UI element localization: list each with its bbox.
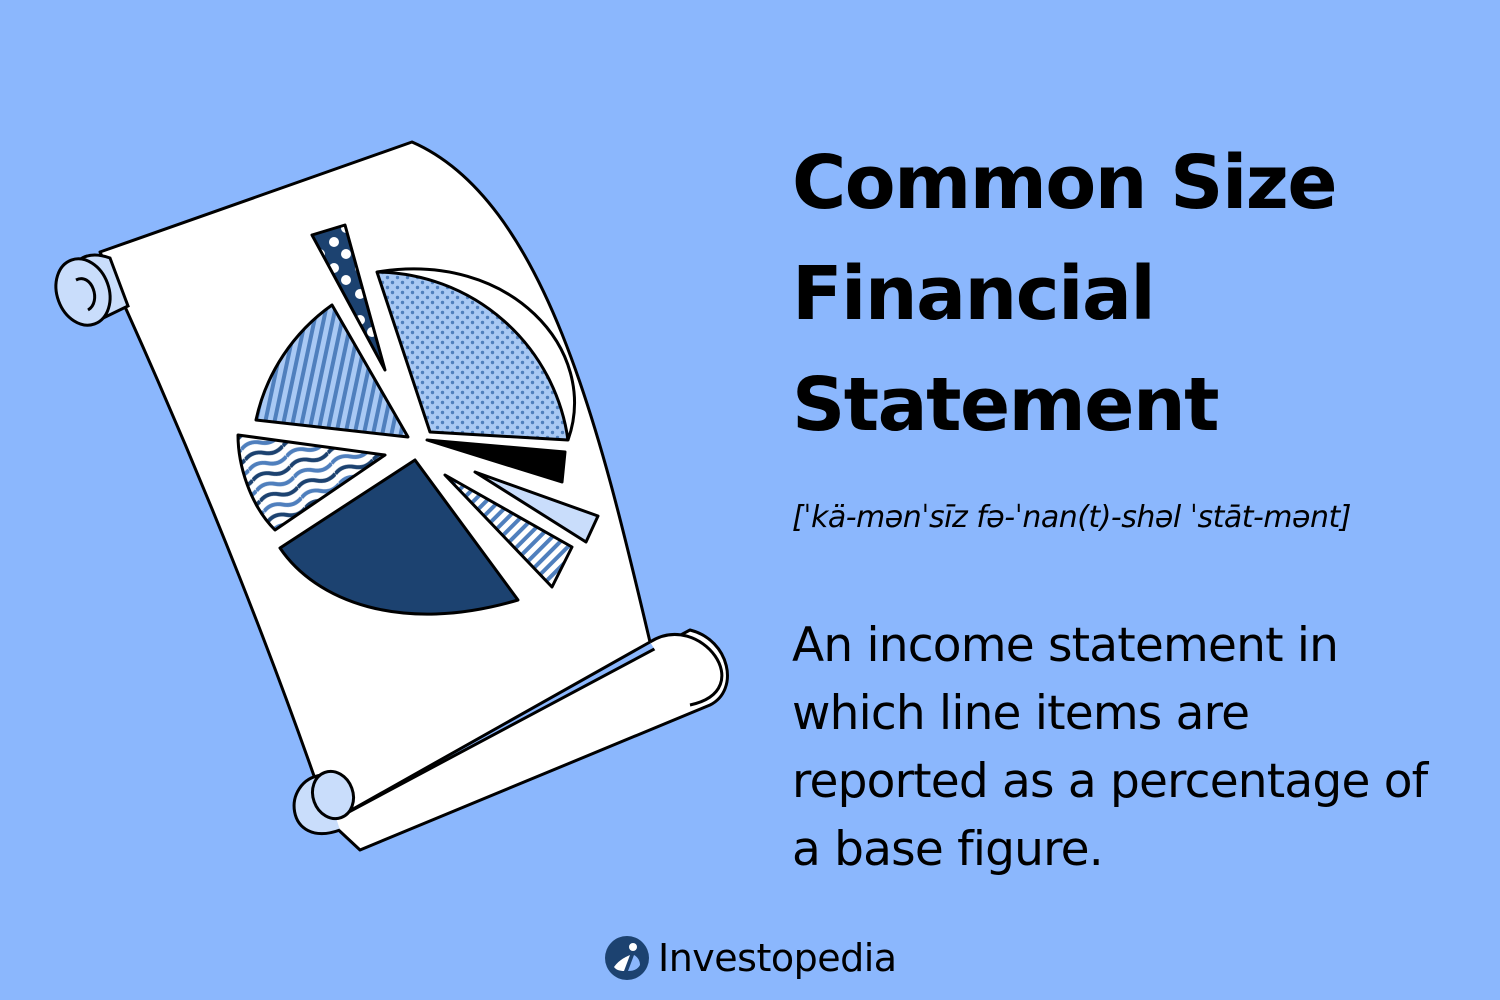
pie-slice-black bbox=[425, 438, 567, 484]
definition-text: An income statement in which line items … bbox=[792, 618, 1428, 878]
scroll-bottom-roll bbox=[292, 628, 729, 852]
pie-slice-dotted bbox=[375, 270, 570, 442]
investopedia-logo-icon bbox=[605, 936, 649, 980]
pie-slice-bubbles bbox=[310, 223, 387, 372]
pie-slice-wavy bbox=[236, 433, 387, 532]
pronunciation-text: [ˈkä-mənˈsīz fə-ˈnan(t)-shəl ˈstāt-mənt] bbox=[792, 500, 1351, 535]
pie-chart-illustration bbox=[236, 223, 600, 616]
pie-slice-striped bbox=[254, 303, 410, 439]
pie-slice-diag bbox=[443, 473, 574, 589]
scroll-illustration bbox=[54, 140, 729, 852]
brand-logo[interactable]: Investopedia bbox=[604, 928, 897, 988]
pie-slice-light bbox=[473, 470, 600, 544]
pie-slice-navy bbox=[278, 458, 520, 616]
page-title: Common Size Financial Statement bbox=[792, 140, 1338, 448]
brand-name: Investopedia bbox=[658, 936, 897, 980]
scroll-top-roll bbox=[54, 253, 130, 327]
